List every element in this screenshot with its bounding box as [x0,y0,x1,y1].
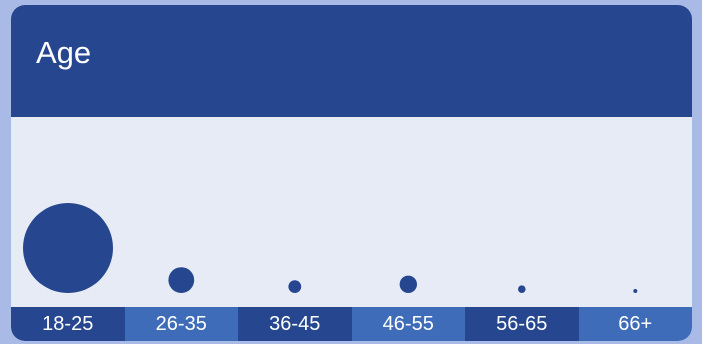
plot-area [11,117,692,307]
bubble-chart [23,203,638,293]
x-tick-label: 26-35 [124,307,238,341]
bubble-46-55 [399,275,417,293]
x-axis: 18-25 26-35 36-45 46-55 56-65 66+ [11,307,692,341]
x-tick-label: 66+ [578,307,692,341]
x-tick-label: 36-45 [238,307,352,341]
bubble-36-45 [288,280,302,293]
bubble-66+ [633,289,638,293]
x-tick-label: 56-65 [465,307,579,341]
bubble-56-65 [518,285,526,293]
card-header: Age [11,5,692,117]
x-tick-label: 18-25 [11,307,125,341]
chart-title: Age [36,35,92,70]
x-tick-label: 46-55 [351,307,465,341]
age-card: Age 18-25 26-35 36-45 46-55 56-65 66+ [11,5,692,341]
bubble-18-25 [23,203,113,293]
bubble-26-35 [168,267,195,293]
